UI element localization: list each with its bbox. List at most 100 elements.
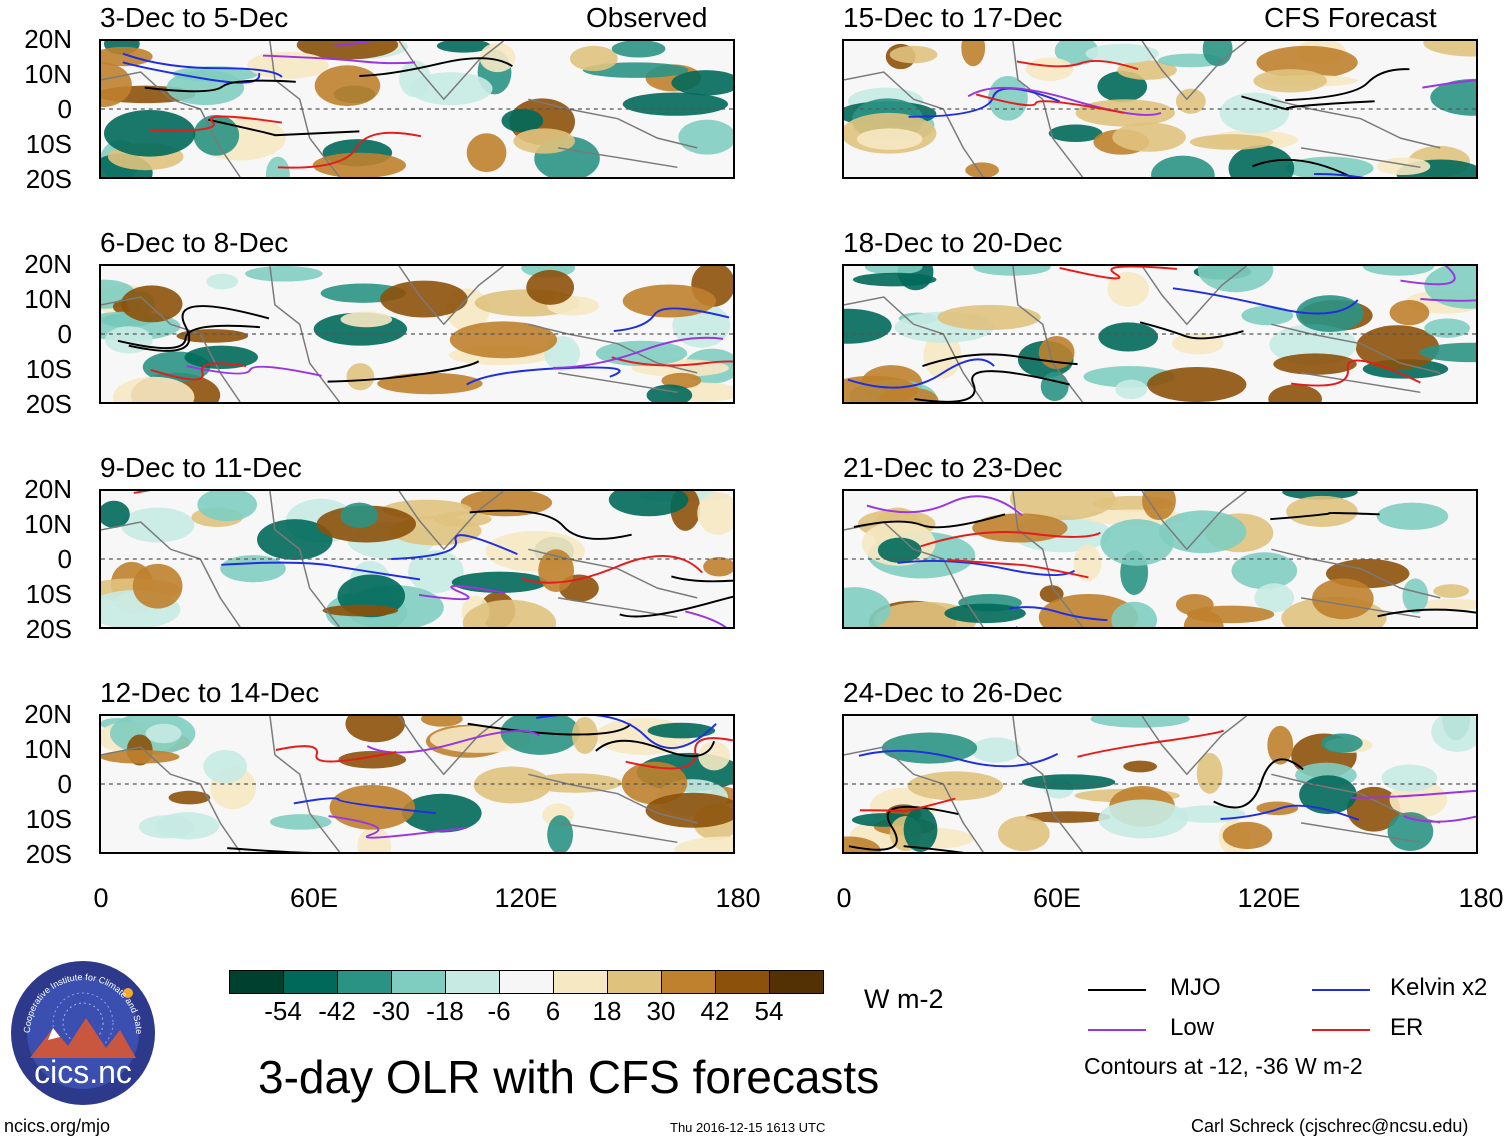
wet-anomaly xyxy=(1228,144,1295,177)
panel-title: 21-Dec to 23-Dec xyxy=(843,452,1063,483)
dry-anomaly xyxy=(296,41,399,60)
er-contour xyxy=(947,559,1089,579)
er-contour xyxy=(859,797,956,813)
mjo-legend-label: MJO xyxy=(1170,974,1221,1001)
dry-anomaly xyxy=(1147,367,1247,402)
wet-anomaly xyxy=(409,72,493,106)
mjo-contour xyxy=(1377,608,1476,618)
dry-anomaly xyxy=(1112,122,1186,152)
mjo-contour xyxy=(1270,512,1380,521)
dry-anomaly xyxy=(1273,353,1357,375)
colorbar-units: W m-2 xyxy=(864,984,944,1014)
wet-anomaly xyxy=(1197,266,1274,293)
wet-anomaly xyxy=(1048,124,1103,143)
lat-label: 0 xyxy=(57,544,72,574)
low-contour xyxy=(186,365,322,377)
dry-anomaly xyxy=(449,321,558,359)
wet-anomaly xyxy=(1424,266,1476,309)
footer-credit: Carl Schreck (cjschrec@ncsu.edu) xyxy=(1191,1116,1469,1136)
dry-anomaly xyxy=(101,750,180,764)
wet-anomaly xyxy=(340,502,379,528)
olr-map-panel xyxy=(99,714,735,854)
dry-anomaly xyxy=(460,491,553,517)
dry-anomaly xyxy=(907,771,1003,801)
mjo-contour xyxy=(671,575,733,583)
lat-label: 10N xyxy=(24,59,72,89)
colorbar-swatch xyxy=(661,970,716,994)
coastline xyxy=(844,41,1441,177)
coastline xyxy=(101,491,698,627)
colorbar-swatch xyxy=(499,970,554,994)
colorbar-tick-label: 18 xyxy=(592,996,622,1026)
colorbar-swatch xyxy=(391,970,446,994)
low-contour xyxy=(685,610,727,627)
mjo-contour xyxy=(914,370,1070,402)
dry-anomaly xyxy=(1422,598,1476,611)
low-contour xyxy=(1403,815,1476,823)
wet-anomaly xyxy=(184,345,259,369)
dry-anomaly xyxy=(1355,325,1440,370)
dry-anomaly xyxy=(528,773,622,793)
dry-anomaly xyxy=(937,304,1041,331)
dry-anomaly xyxy=(1376,157,1431,176)
dry-anomaly xyxy=(1286,495,1358,527)
colorbar-tick-label: -42 xyxy=(318,996,356,1026)
wet-anomaly xyxy=(881,732,978,764)
olr-map-panel xyxy=(99,489,735,629)
mjo-contour xyxy=(1241,95,1375,111)
dry-anomaly xyxy=(120,285,183,323)
olr-map-panel xyxy=(842,264,1478,404)
dry-anomaly xyxy=(844,836,881,852)
dry-anomaly xyxy=(878,387,939,402)
dry-anomaly xyxy=(621,761,688,805)
mjo-contour xyxy=(128,305,270,352)
lon-label: 60E xyxy=(1032,883,1082,913)
low-contour xyxy=(866,495,1023,517)
wet-anomaly xyxy=(1098,799,1188,839)
dry-anomaly xyxy=(1117,60,1177,80)
olr-map-panel xyxy=(99,39,735,179)
wet-anomaly xyxy=(611,41,666,58)
colorbar-swatch xyxy=(715,970,770,994)
dry-anomaly xyxy=(1039,585,1064,603)
er-contour xyxy=(1016,60,1139,71)
main-title: 3-day OLR with CFS forecasts xyxy=(258,1051,880,1103)
wet-anomaly xyxy=(1430,78,1476,116)
dry-anomaly xyxy=(101,46,153,67)
dry-anomaly xyxy=(345,716,406,743)
dry-anomaly xyxy=(1389,300,1430,326)
colorbar-swatch xyxy=(553,970,608,994)
mjo-contour xyxy=(903,845,965,852)
wet-anomaly xyxy=(500,716,580,755)
dry-anomaly xyxy=(314,65,381,107)
logo-emblem: Cooperative Institute for Climate and Sa… xyxy=(5,950,155,1105)
logo-text: cics.nc xyxy=(34,1054,132,1090)
wet-anomaly xyxy=(269,814,332,830)
dry-anomaly xyxy=(965,162,1000,177)
wet-anomaly xyxy=(101,500,130,528)
dry-anomaly xyxy=(340,311,393,328)
footer-url[interactable]: ncics.org/mjo xyxy=(4,1116,111,1136)
mjo-contour xyxy=(922,353,1078,367)
mjo-legend-line xyxy=(1088,989,1146,991)
panel-title: 12-Dec to 14-Dec xyxy=(100,677,320,708)
mjo-contour xyxy=(853,513,1006,529)
mjo-contour xyxy=(619,595,733,618)
er-contour xyxy=(277,131,422,169)
olr-map-panel xyxy=(842,489,1478,629)
kelvin-contour xyxy=(221,561,421,581)
mjo-contour xyxy=(848,805,959,851)
coastline xyxy=(844,491,1441,627)
lat-label: 10N xyxy=(24,734,72,764)
dry-anomaly xyxy=(168,790,211,805)
panel-title: 9-Dec to 11-Dec xyxy=(100,452,302,483)
er-contour xyxy=(1291,359,1421,387)
low-contour xyxy=(328,815,467,839)
coastline xyxy=(844,266,1441,402)
wet-anomaly xyxy=(1387,812,1434,852)
wet-anomaly xyxy=(245,266,323,282)
wet-anomaly xyxy=(1219,92,1290,134)
coastline xyxy=(101,41,698,177)
forecast-label: CFS Forecast xyxy=(1264,2,1437,33)
er-contour xyxy=(920,531,1101,548)
